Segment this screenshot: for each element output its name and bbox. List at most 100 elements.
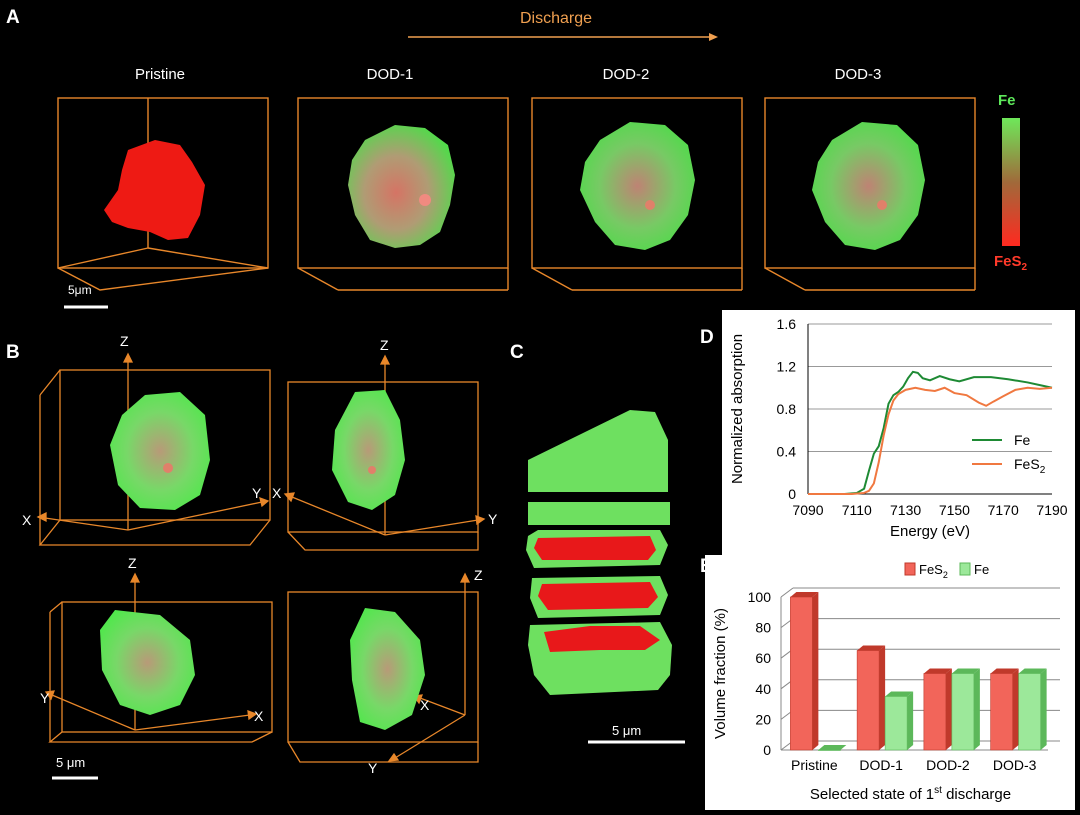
- axis-b1-z: Z: [120, 333, 129, 349]
- bar-fe-pristine: [818, 745, 847, 751]
- title-dod1: DOD-1: [366, 66, 414, 83]
- slice-1: [528, 410, 668, 492]
- ytick-label-e: 40: [755, 681, 771, 697]
- bar-fes2-dod-1-side: [879, 645, 886, 750]
- axis-b4-y: Y: [368, 760, 378, 776]
- legend-label-e-fe: Fe: [974, 562, 989, 577]
- legend-label-d-fe: Fe: [1014, 432, 1031, 448]
- bar-fes2-dod-2: [923, 668, 952, 751]
- bar-fes2-dod-3-side: [1012, 668, 1019, 750]
- bar-fes2-dod-3: [990, 668, 1019, 751]
- scale-label-b: 5 μm: [56, 755, 86, 770]
- bar-fe-dod-3-side: [1040, 668, 1047, 750]
- legend-label-e-fes2: FeS2: [919, 562, 948, 580]
- slice-2: [528, 502, 670, 525]
- particle-b2: [332, 390, 405, 510]
- bar-fe-dod-1: [884, 691, 914, 751]
- xtick-label-d: 7170: [988, 502, 1019, 518]
- axis-b3-y: Y: [40, 690, 50, 706]
- bar-fes2-dod-3-top: [990, 668, 1019, 674]
- axis-b2-z: Z: [380, 337, 389, 353]
- gridline-e-side: [780, 587, 794, 598]
- panel-c-letter: C: [510, 342, 524, 363]
- particle-dod1: [348, 125, 455, 248]
- bar-fe-dod-2-top: [951, 668, 980, 674]
- xtick-label-d: 7110: [842, 502, 872, 518]
- bar-fes2-pristine: [790, 592, 819, 751]
- y-axis-label-d: Normalized absorption: [729, 334, 746, 484]
- bar-fe-pristine-front: [818, 749, 841, 751]
- volume-fraction-chart: 0 20 40 60 80 100 Pristine DOD-1 DOD-2 DOD-3 FeS2 F…: [712, 562, 1060, 803]
- xtick-label-d: 7190: [1036, 502, 1067, 518]
- box-dod3: [764, 97, 976, 291]
- ytick-label-d: 1.6: [777, 316, 797, 332]
- category-label-e: DOD-3: [993, 757, 1037, 773]
- axis-b1-y: Y: [252, 485, 262, 501]
- category-label-e: DOD-1: [859, 757, 903, 773]
- panel-d-background: [722, 310, 1075, 555]
- bar-fes2-pristine-side: [812, 592, 819, 750]
- particle-b3: [100, 610, 195, 715]
- bar-fes2-dod-1-front: [856, 650, 880, 751]
- particle-b1: [110, 392, 210, 510]
- colorbar: [1002, 118, 1020, 246]
- particle-pristine: [104, 140, 205, 240]
- bar-fes2-pristine-front: [790, 596, 813, 751]
- bar-fes2-pristine-top: [790, 592, 819, 597]
- axis-b4-x: X: [420, 697, 430, 713]
- bar-fe-dod-1-side: [907, 691, 914, 750]
- axis-b4-z: Z: [474, 567, 483, 583]
- bar-fe-dod-1-front: [884, 696, 908, 751]
- particle-dod2: [580, 122, 695, 250]
- axis-b3-x: X: [254, 708, 264, 724]
- legend-label-d-fes2: FeS2: [1014, 456, 1046, 476]
- bar-fes2-dod-2-side: [945, 668, 952, 750]
- particle-b4: [350, 608, 425, 730]
- series-line-fes2: [808, 386, 1053, 495]
- bar-fe-dod-2: [951, 668, 980, 751]
- bar-fes2-dod-1: [856, 645, 886, 751]
- bar-fes2-dod-1-top: [857, 645, 886, 651]
- category-label-e: Pristine: [791, 757, 838, 773]
- xtick-label-d: 7090: [792, 502, 823, 518]
- title-pristine: Pristine: [134, 66, 186, 83]
- ytick-label-e: 20: [755, 711, 771, 727]
- ytick-label-e: 100: [748, 589, 772, 605]
- ytick-label-d: 0: [788, 486, 796, 502]
- panel-c-graphics: [526, 410, 685, 744]
- bar-fe-dod-2-front: [951, 673, 975, 751]
- axis-b3-z: Z: [128, 555, 137, 571]
- axis-b1-x: X: [22, 512, 32, 528]
- bar-fes2-dod-3-front: [990, 673, 1013, 751]
- legend-swatch-e-fes2: [904, 562, 916, 576]
- ytick-label-d: 0.4: [777, 444, 797, 460]
- bar-fe-dod-2-side: [973, 668, 980, 750]
- title-dod2: DOD-2: [602, 66, 650, 83]
- bar-fe-dod-3: [1018, 668, 1047, 751]
- axis-b2-x: X: [272, 485, 282, 501]
- legend-swatch-e-fe: [959, 562, 971, 576]
- panel-b-graphics: [36, 352, 486, 780]
- ytick-label-d: 0.8: [777, 401, 797, 417]
- box-dod1: [297, 97, 509, 291]
- axis-b2-y: Y: [488, 511, 498, 527]
- bar-fe-dod-3-front: [1018, 673, 1041, 751]
- panel-a-letter: A: [6, 7, 20, 28]
- absorption-chart: 0 0.4 0.8 1.2 1.6 7090 7110 7130 7150 7170 7190 Ene…: [729, 316, 1068, 540]
- colorbar-fes2-label: FeS2: [994, 253, 1028, 273]
- bar-fes2-dod-2-top: [923, 668, 952, 674]
- colorbar-fe-label: Fe: [998, 92, 1016, 109]
- ytick-label-d: 1.2: [777, 359, 797, 375]
- xtick-label-d: 7130: [890, 502, 921, 518]
- x-axis-label-d: Energy (eV): [890, 523, 970, 540]
- bar-fe-pristine-top: [818, 745, 847, 750]
- y-axis-label-e: Volume fraction (%): [712, 608, 729, 739]
- panel-b-letter: B: [6, 342, 20, 363]
- category-label-e: DOD-2: [926, 757, 970, 773]
- ytick-label-e: 0: [763, 742, 771, 758]
- panel-d-letter: D: [700, 327, 714, 348]
- x-axis-label-e: Selected state of 1st discharge: [810, 785, 1011, 803]
- box-dod2: [531, 97, 743, 291]
- particle-dod3: [812, 122, 925, 250]
- panel-a-graphics: [57, 97, 1020, 309]
